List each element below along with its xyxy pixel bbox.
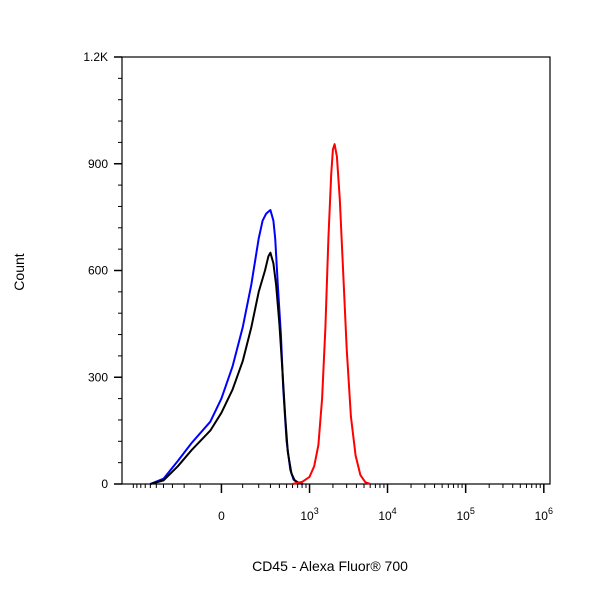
y-tick-label: 900: [88, 157, 108, 171]
series-lines: [149, 143, 371, 485]
series-line-2: [292, 143, 371, 485]
x-tick-label: 103: [300, 506, 318, 523]
y-tick-label: 600: [88, 264, 108, 278]
x-tick-label: 104: [378, 506, 396, 523]
series-line-1: [150, 251, 304, 485]
x-axis-ticks: 0 103 104 105 106: [132, 484, 553, 523]
y-axis-label: Count: [11, 253, 27, 290]
x-tick-label: 106: [535, 506, 553, 523]
y-tick-label: 300: [88, 370, 108, 384]
x-tick-label: 0: [218, 509, 225, 523]
y-axis-ticks: 0 300 600 900 1.2K: [83, 50, 122, 491]
x-tick-label: 105: [456, 506, 474, 523]
plot-frame: [121, 56, 551, 485]
y-tick-label: 0: [101, 477, 108, 491]
x-axis-label: CD45 - Alexa Fluor® 700: [252, 558, 408, 574]
y-tick-label: 1.2K: [83, 50, 108, 64]
